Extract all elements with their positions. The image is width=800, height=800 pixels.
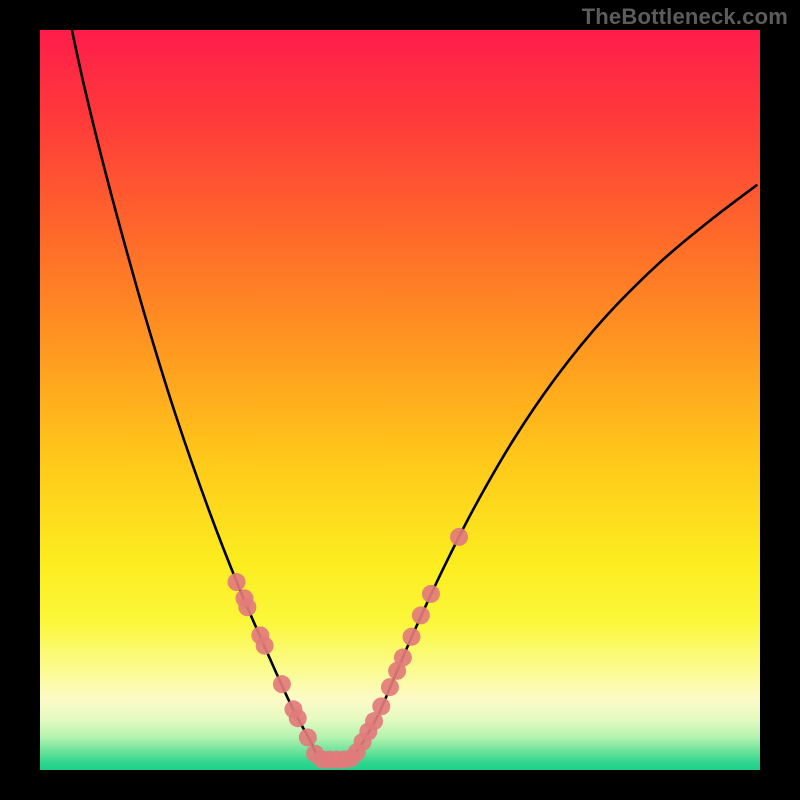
data-marker xyxy=(289,709,307,727)
data-marker xyxy=(394,649,412,667)
data-marker xyxy=(228,573,246,591)
data-marker xyxy=(238,598,256,616)
bottleneck-chart xyxy=(0,0,800,800)
watermark-text: TheBottleneck.com xyxy=(582,4,788,30)
data-marker xyxy=(256,637,274,655)
data-marker xyxy=(403,628,421,646)
data-marker xyxy=(372,697,390,715)
data-marker xyxy=(412,606,430,624)
data-marker xyxy=(422,585,440,603)
data-marker xyxy=(299,728,317,746)
data-marker xyxy=(273,675,291,693)
data-marker xyxy=(381,678,399,696)
data-marker xyxy=(450,528,468,546)
chart-container: { "chart": { "type": "line", "canvas": {… xyxy=(0,0,800,800)
